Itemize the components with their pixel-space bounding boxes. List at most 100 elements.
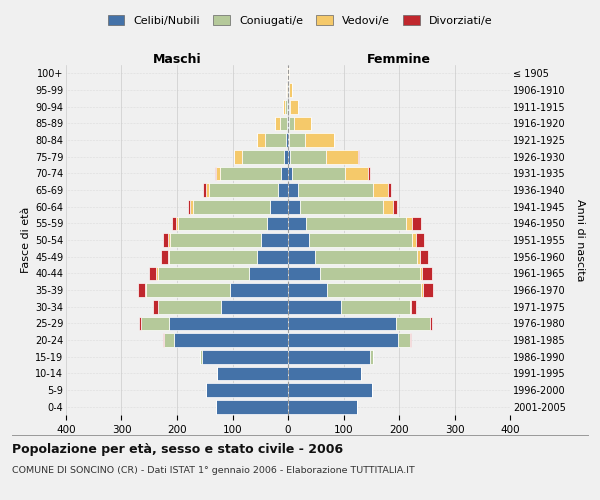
Bar xyxy=(286,133,288,147)
Bar xyxy=(161,250,167,264)
Bar xyxy=(288,366,361,380)
Bar xyxy=(288,266,320,280)
Bar xyxy=(416,233,424,247)
Bar xyxy=(422,266,432,280)
Bar xyxy=(275,116,280,130)
Bar xyxy=(202,350,288,364)
Bar xyxy=(149,266,157,280)
Bar xyxy=(169,250,257,264)
Bar xyxy=(288,116,289,130)
Bar xyxy=(288,333,398,347)
Bar xyxy=(206,183,209,197)
Bar xyxy=(262,233,288,247)
Bar xyxy=(257,133,265,147)
Bar xyxy=(257,250,288,264)
Bar xyxy=(220,166,281,180)
Bar xyxy=(163,233,168,247)
Text: Maschi: Maschi xyxy=(152,53,202,66)
Bar xyxy=(203,183,206,197)
Text: COMUNE DI SONCINO (CR) - Dati ISTAT 1° gennaio 2006 - Elaborazione TUTTITALIA.IT: COMUNE DI SONCINO (CR) - Dati ISTAT 1° g… xyxy=(12,466,415,475)
Bar xyxy=(174,333,288,347)
Bar xyxy=(158,266,249,280)
Bar xyxy=(215,166,216,180)
Bar xyxy=(394,200,397,213)
Bar xyxy=(270,200,288,213)
Bar xyxy=(242,150,284,164)
Bar xyxy=(307,216,406,230)
Bar xyxy=(216,166,220,180)
Bar xyxy=(314,250,418,264)
Bar xyxy=(383,200,394,213)
Bar xyxy=(300,200,383,213)
Bar xyxy=(284,150,288,164)
Bar xyxy=(289,83,292,97)
Bar xyxy=(158,300,221,314)
Bar xyxy=(145,283,146,297)
Bar xyxy=(398,333,410,347)
Bar xyxy=(170,233,262,247)
Bar xyxy=(288,350,370,364)
Bar xyxy=(288,166,292,180)
Bar xyxy=(216,400,288,413)
Bar xyxy=(388,183,391,197)
Text: Femmine: Femmine xyxy=(367,53,431,66)
Bar xyxy=(167,250,169,264)
Bar xyxy=(423,283,433,297)
Bar xyxy=(188,200,190,213)
Bar xyxy=(288,283,327,297)
Bar xyxy=(265,133,286,147)
Bar xyxy=(368,166,370,180)
Bar xyxy=(168,233,170,247)
Bar xyxy=(309,233,412,247)
Bar xyxy=(200,350,202,364)
Bar xyxy=(430,316,432,330)
Bar xyxy=(267,216,288,230)
Bar xyxy=(169,316,288,330)
Bar xyxy=(285,100,287,114)
Bar xyxy=(153,300,158,314)
Bar xyxy=(412,233,416,247)
Bar xyxy=(288,300,341,314)
Bar xyxy=(396,316,430,330)
Bar xyxy=(230,283,288,297)
Bar xyxy=(320,266,420,280)
Bar xyxy=(289,116,293,130)
Y-axis label: Fasce di età: Fasce di età xyxy=(20,207,31,273)
Bar xyxy=(278,183,288,197)
Bar xyxy=(280,116,287,130)
Bar xyxy=(290,150,326,164)
Legend: Celibi/Nubili, Coniugati/e, Vedovi/e, Divorziati/e: Celibi/Nubili, Coniugati/e, Vedovi/e, Di… xyxy=(103,10,497,30)
Bar xyxy=(293,116,311,130)
Bar xyxy=(288,250,314,264)
Bar xyxy=(373,183,388,197)
Text: Popolazione per età, sesso e stato civile - 2006: Popolazione per età, sesso e stato civil… xyxy=(12,442,343,456)
Bar xyxy=(141,316,169,330)
Bar xyxy=(327,283,421,297)
Bar xyxy=(157,266,158,280)
Bar xyxy=(420,266,422,280)
Bar xyxy=(164,333,174,347)
Bar xyxy=(209,183,278,197)
Bar xyxy=(283,100,285,114)
Bar xyxy=(288,66,289,80)
Bar xyxy=(289,100,290,114)
Bar xyxy=(341,300,410,314)
Bar xyxy=(326,150,358,164)
Bar xyxy=(288,400,358,413)
Bar xyxy=(137,283,145,297)
Bar xyxy=(178,216,267,230)
Bar xyxy=(412,216,421,230)
Bar xyxy=(281,166,288,180)
Bar xyxy=(410,333,411,347)
Bar xyxy=(298,183,373,197)
Bar xyxy=(345,166,368,180)
Bar xyxy=(172,216,176,230)
Bar xyxy=(249,266,288,280)
Bar xyxy=(234,150,242,164)
Bar xyxy=(421,283,423,297)
Bar xyxy=(288,216,307,230)
Bar xyxy=(410,300,411,314)
Bar xyxy=(221,300,288,314)
Bar xyxy=(288,150,290,164)
Bar xyxy=(370,350,373,364)
